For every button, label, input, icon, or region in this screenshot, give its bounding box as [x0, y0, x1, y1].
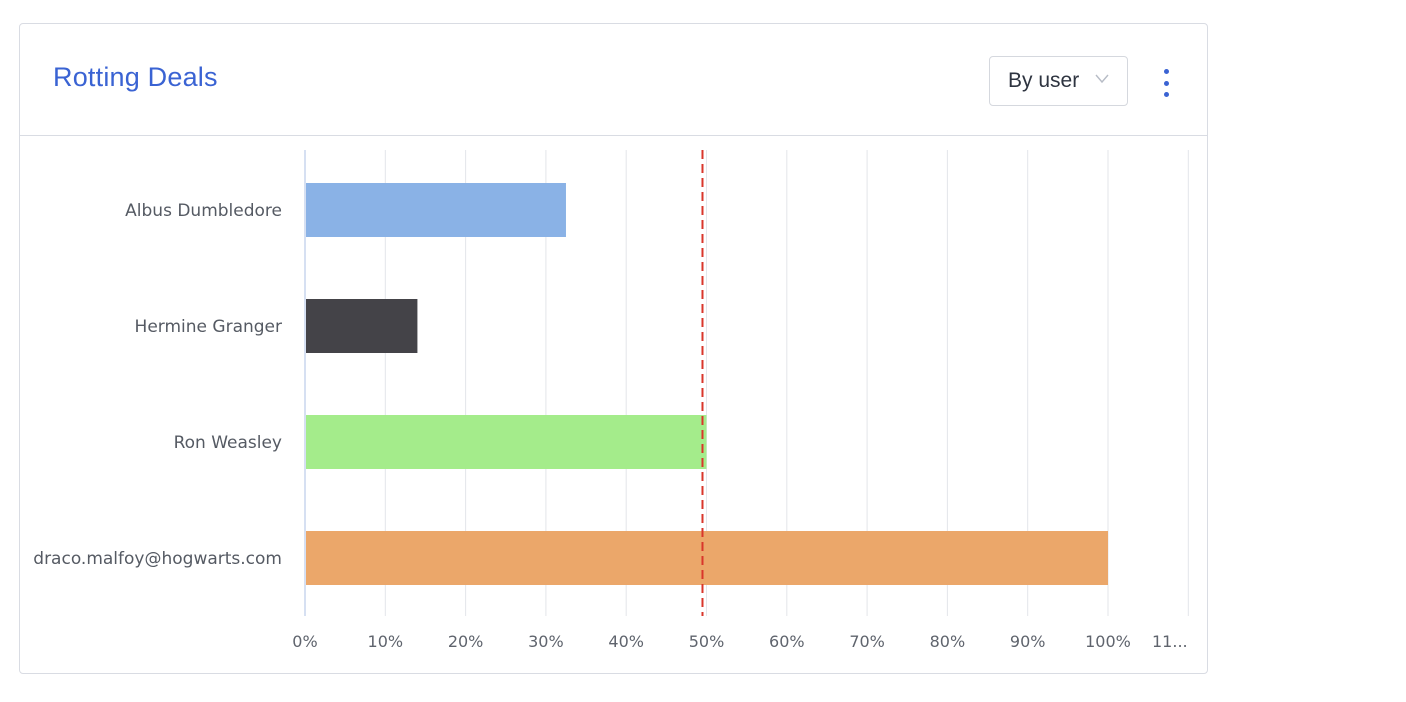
category-label: draco.malfoy@hogwarts.com — [33, 549, 282, 569]
x-tick-label: 30% — [528, 632, 564, 651]
group-by-select[interactable]: By user — [989, 56, 1128, 106]
x-tick-label: 100% — [1085, 632, 1131, 651]
group-by-selected-value: By user — [1008, 69, 1080, 92]
x-tick-label: 20% — [448, 632, 484, 651]
x-tick-label: 80% — [930, 632, 966, 651]
bar — [306, 531, 1108, 585]
x-tick-label: 11... — [1152, 632, 1188, 651]
x-tick-label: 10% — [368, 632, 404, 651]
x-tick-label: 40% — [608, 632, 644, 651]
bar — [306, 299, 418, 353]
bar — [306, 415, 707, 469]
x-tick-label: 60% — [769, 632, 805, 651]
category-label: Ron Weasley — [174, 433, 282, 453]
x-tick-label: 90% — [1010, 632, 1046, 651]
card-header: Rotting Deals By user — [20, 24, 1207, 136]
x-tick-label: 70% — [849, 632, 885, 651]
category-label: Hermine Granger — [135, 317, 282, 337]
chevron-down-icon — [1095, 74, 1109, 84]
x-tick-label: 0% — [292, 632, 317, 651]
x-tick-label: 50% — [689, 632, 725, 651]
more-options-icon[interactable] — [1154, 69, 1178, 97]
category-label: Albus Dumbledore — [125, 201, 282, 221]
bar — [306, 183, 566, 237]
card-title: Rotting Deals — [53, 62, 218, 92]
